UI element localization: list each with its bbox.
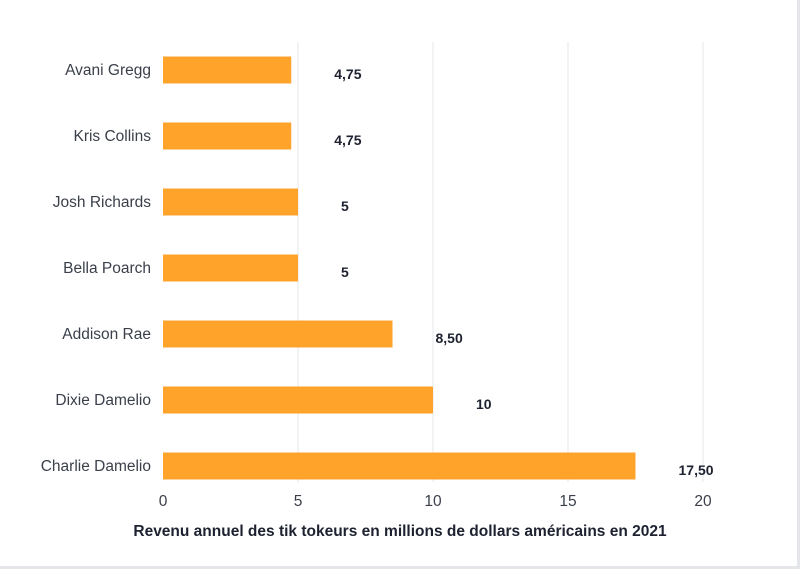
bars xyxy=(163,56,636,480)
category-labels: Avani Gregg Kris Collins Josh Richards Bell… xyxy=(41,62,152,475)
x-tick-label: 15 xyxy=(559,493,576,510)
data-label: 5 xyxy=(341,198,349,214)
bar xyxy=(163,56,292,84)
x-tick-label: 10 xyxy=(424,493,442,510)
bar xyxy=(163,320,393,348)
data-label: 4,75 xyxy=(334,66,361,82)
grid-lines xyxy=(297,42,704,482)
data-labels: 4,75 4,75 5 5 8,50 10 17,50 xyxy=(334,66,713,478)
category-label: Avani Gregg xyxy=(65,62,151,79)
data-label: 17,50 xyxy=(679,462,714,478)
bar xyxy=(163,386,433,414)
x-tick-label: 0 xyxy=(159,493,168,510)
category-label: Charlie Damelio xyxy=(41,458,151,475)
category-label: Kris Collins xyxy=(73,128,151,145)
data-label: 10 xyxy=(476,396,492,412)
x-tick-label: 5 xyxy=(294,493,303,510)
bar xyxy=(163,188,298,216)
data-label: 4,75 xyxy=(334,132,361,148)
data-label: 5 xyxy=(341,264,349,280)
category-label: Bella Poarch xyxy=(63,260,151,277)
category-label: Dixie Damelio xyxy=(55,392,151,409)
category-label: Josh Richards xyxy=(53,194,151,211)
category-label: Addison Rae xyxy=(62,326,151,343)
bar xyxy=(163,122,292,150)
data-label: 8,50 xyxy=(436,330,463,346)
x-tick-labels: 0 5 10 15 20 xyxy=(159,493,712,510)
bar xyxy=(163,254,298,282)
x-tick-label: 20 xyxy=(694,493,712,510)
bar xyxy=(163,452,636,480)
x-axis-title: Revenu annuel des tik tokeurs en million… xyxy=(133,523,667,540)
